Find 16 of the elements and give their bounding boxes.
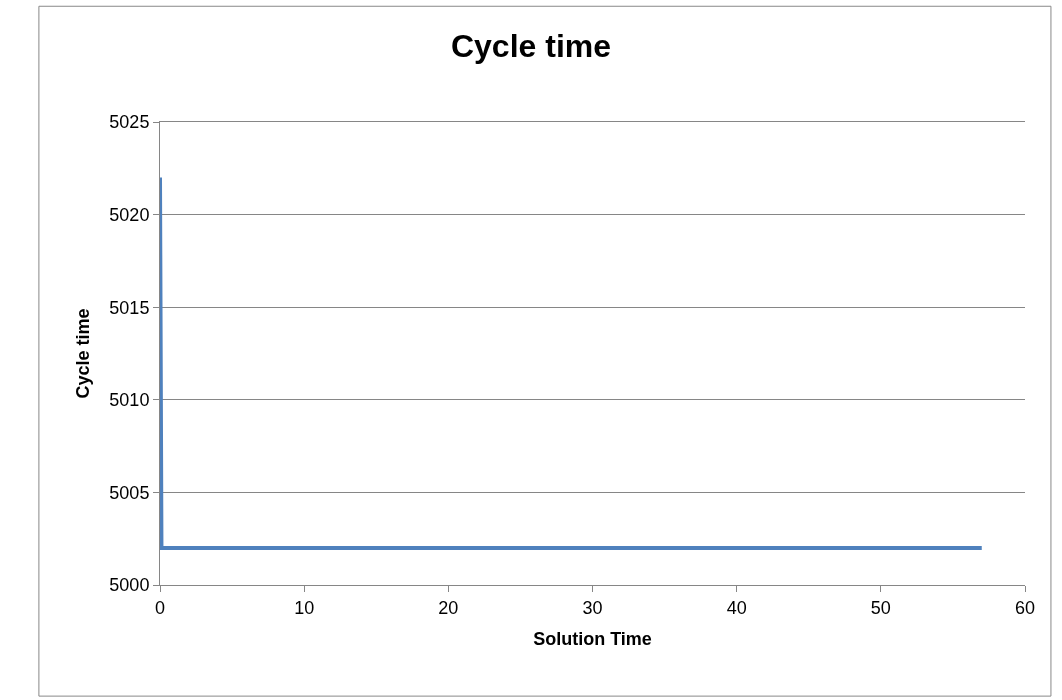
y-tick-label: 5015 [109,297,150,318]
x-tick-label: 0 [154,597,166,618]
x-tick-label: 50 [870,597,891,618]
x-tick-label: 10 [294,597,315,618]
y-tick-label: 5000 [109,575,150,596]
y-tick-label: 5020 [109,204,150,225]
x-axis-title: Solution Time [533,628,652,649]
x-tick-label: 20 [438,597,459,618]
y-tick-label: 5010 [109,390,150,411]
y-tick-label: 5025 [109,112,150,133]
y-axis-title: Cycle time [72,308,93,399]
y-tick-label: 5005 [109,482,150,503]
x-tick-label: 60 [1014,597,1036,618]
x-tick-label: 30 [582,597,603,618]
chart-title: Cycle time [450,28,612,65]
x-tick-label: 40 [726,597,747,618]
